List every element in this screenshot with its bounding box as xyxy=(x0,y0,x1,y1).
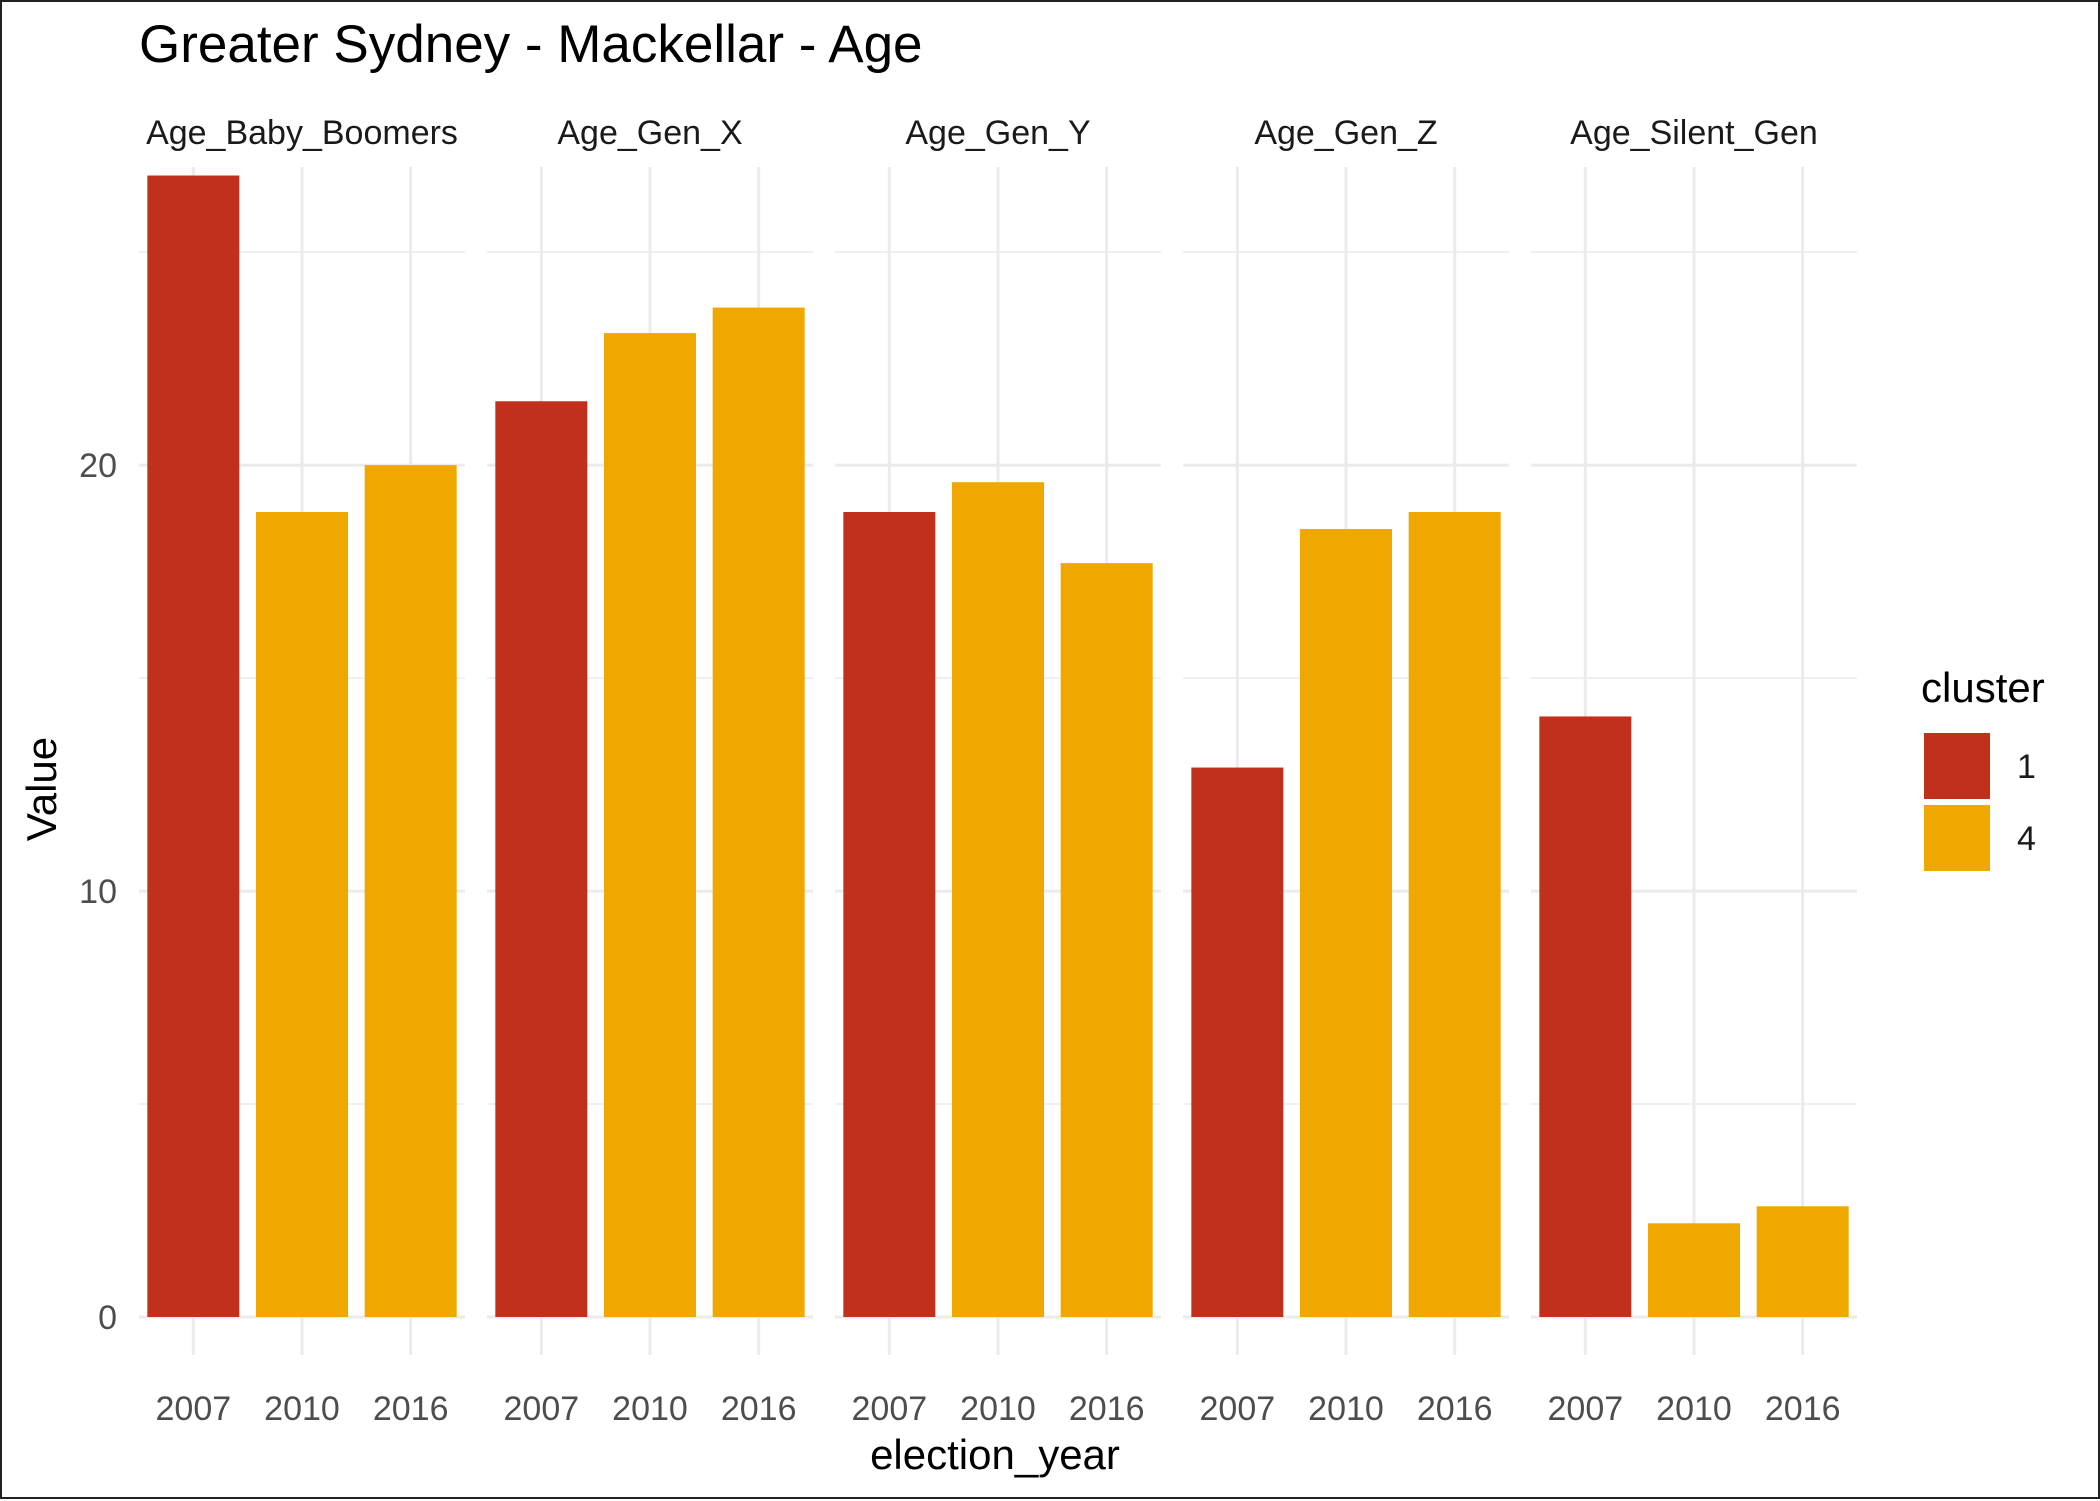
y-axis-ticks: 0 10 20 xyxy=(79,447,117,1337)
bar xyxy=(843,512,936,1317)
x-tick-label: 2016 xyxy=(1417,1390,1493,1428)
bar xyxy=(495,401,588,1317)
y-tick-label: 20 xyxy=(79,447,117,485)
x-tick-label: 2007 xyxy=(156,1390,232,1428)
bar xyxy=(712,307,805,1317)
bar xyxy=(1539,716,1632,1317)
bar xyxy=(952,482,1044,1317)
legend: 14 xyxy=(1924,733,2036,871)
x-tick-label: 2007 xyxy=(1200,1390,1276,1428)
facet-strip-label: Age_Gen_Y xyxy=(905,114,1090,152)
legend-label: 1 xyxy=(2017,748,2036,786)
bar xyxy=(604,333,696,1318)
facet-strip-label: Age_Gen_Z xyxy=(1254,114,1437,152)
bar xyxy=(256,512,348,1317)
x-tick-label: 2010 xyxy=(264,1390,340,1428)
y-axis-title: Value xyxy=(18,737,65,841)
bar xyxy=(1060,563,1153,1317)
y-tick-label: 10 xyxy=(79,873,117,911)
legend-swatch xyxy=(1924,733,1990,799)
bar xyxy=(364,465,457,1317)
x-tick-label: 2010 xyxy=(1308,1390,1384,1428)
facet-strip-label: Age_Gen_X xyxy=(557,114,742,152)
x-tick-label: 2016 xyxy=(373,1390,449,1428)
x-tick-label: 2010 xyxy=(1656,1390,1732,1428)
legend-swatch xyxy=(1924,805,1990,871)
x-tick-label: 2016 xyxy=(721,1390,797,1428)
facet-panel: Age_Gen_Y 2007 2010 2016 xyxy=(835,114,1161,1428)
facet-panel: Age_Baby_Boomers 2007 2010 2016 xyxy=(139,114,465,1428)
x-tick-label: 2016 xyxy=(1765,1390,1841,1428)
facet-panel: Age_Gen_Z 2007 2010 2016 xyxy=(1183,114,1509,1428)
x-tick-label: 2007 xyxy=(504,1390,580,1428)
x-tick-label: 2007 xyxy=(1548,1390,1624,1428)
legend-title: cluster xyxy=(1921,664,2045,711)
bar xyxy=(1408,512,1501,1317)
x-tick-label: 2010 xyxy=(960,1390,1036,1428)
x-axis-title: election_year xyxy=(870,1431,1120,1478)
bar xyxy=(147,175,240,1317)
bar xyxy=(1648,1223,1740,1317)
bar xyxy=(1756,1206,1849,1317)
facet-panel: Age_Gen_X 2007 2010 2016 xyxy=(487,114,813,1428)
x-tick-label: 2010 xyxy=(612,1390,688,1428)
facet-panel: Age_Silent_Gen 2007 2010 2016 xyxy=(1531,114,1857,1428)
x-tick-label: 2016 xyxy=(1069,1390,1145,1428)
facet-panels: Age_Baby_Boomers 2007 2010 2016 Age_Gen_X 200… xyxy=(139,114,1857,1428)
facet-strip-label: Age_Baby_Boomers xyxy=(146,114,458,152)
y-tick-label: 0 xyxy=(98,1299,117,1337)
bar xyxy=(1300,529,1392,1317)
facet-strip-label: Age_Silent_Gen xyxy=(1570,114,1818,152)
legend-label: 4 xyxy=(2017,820,2036,858)
x-tick-label: 2007 xyxy=(852,1390,928,1428)
chart-title: Greater Sydney - Mackellar - Age xyxy=(139,15,923,74)
bar xyxy=(1191,767,1284,1317)
